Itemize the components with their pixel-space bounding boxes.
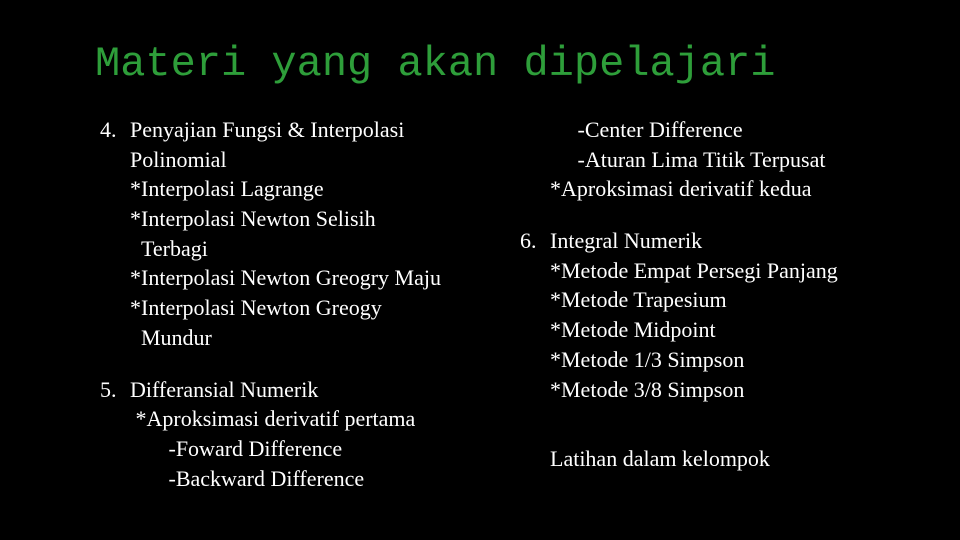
item-body: Differansial Numerik *Aproksimasi deriva…	[130, 375, 415, 494]
list-item: 5. Differansial Numerik *Aproksimasi der…	[100, 375, 520, 494]
item-number: 4.	[100, 115, 130, 145]
list-item: 6. Integral Numerik *Metode Empat Perseg…	[520, 226, 890, 404]
slide: Materi yang akan dipelajari 4. Penyajian…	[0, 0, 960, 540]
list-item-continuation: . -Center Difference -Aturan Lima Titik …	[520, 115, 890, 204]
footer-text: Latihan dalam kelompok	[550, 444, 890, 474]
slide-title: Materi yang akan dipelajari	[95, 40, 776, 88]
list-item: 4. Penyajian Fungsi & Interpolasi Polino…	[100, 115, 520, 353]
item-body: -Center Difference -Aturan Lima Titik Te…	[550, 115, 825, 204]
item-number: 5.	[100, 375, 130, 405]
left-column: 4. Penyajian Fungsi & Interpolasi Polino…	[100, 115, 520, 515]
content-columns: 4. Penyajian Fungsi & Interpolasi Polino…	[100, 115, 900, 515]
item-body: Penyajian Fungsi & Interpolasi Polinomia…	[130, 115, 441, 353]
item-number: 6.	[520, 226, 550, 256]
item-body: Integral Numerik *Metode Empat Persegi P…	[550, 226, 838, 404]
right-column: . -Center Difference -Aturan Lima Titik …	[520, 115, 890, 515]
